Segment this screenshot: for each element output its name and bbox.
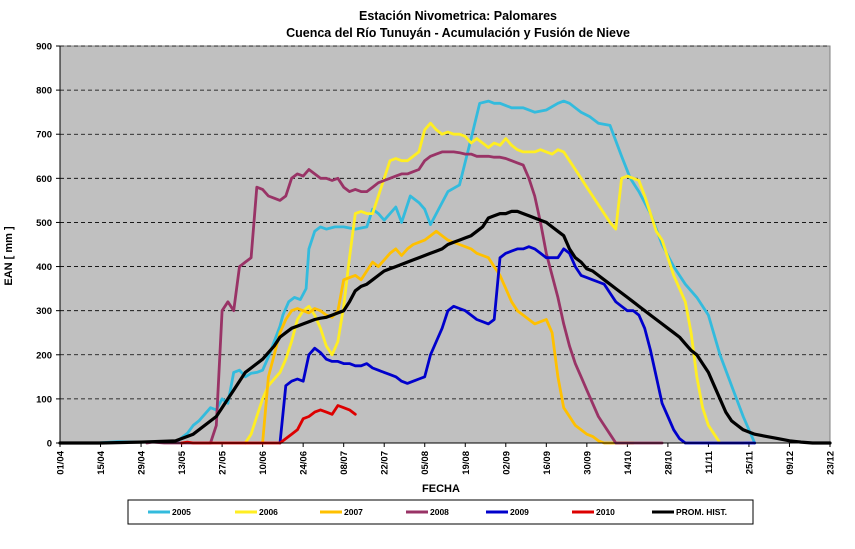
x-axis-label: FECHA <box>422 483 460 495</box>
x-tick-label: 24/06 <box>299 451 310 475</box>
x-tick-label: 13/05 <box>177 450 188 474</box>
x-tick-label: 25/11 <box>744 450 755 474</box>
y-tick-label: 400 <box>36 262 52 273</box>
x-tick-label: 19/08 <box>461 451 472 475</box>
y-tick-label: 200 <box>36 350 52 361</box>
y-tick-label: 700 <box>36 130 52 141</box>
x-axis-ticks: 01/04 15/04 29/04 13/05 27/05 10/06 24/06 08/07… <box>56 443 837 475</box>
x-tick-label: 10/06 <box>258 451 269 475</box>
series-line-2005 <box>96 99 757 445</box>
x-tick-label: 01/04 <box>56 450 67 474</box>
legend-label: 2010 <box>596 507 615 517</box>
x-tick-label: 11/11 <box>704 450 715 473</box>
legend-label: 2008 <box>430 507 449 517</box>
x-tick-label: 05/08 <box>420 451 431 475</box>
x-tick-label: 23/12 <box>826 451 837 475</box>
x-tick-label: 22/07 <box>380 451 391 475</box>
y-tick-label: 0 <box>47 439 52 450</box>
x-tick-label: 09/12 <box>785 451 796 475</box>
series-line-2009 <box>278 245 757 445</box>
y-tick-label: 900 <box>36 42 52 53</box>
legend-label: 2005 <box>172 507 191 517</box>
x-tick-label: 15/04 <box>96 450 107 474</box>
series-line-2007 <box>261 229 635 445</box>
plot-area <box>59 45 831 444</box>
legend-label: 2009 <box>510 507 529 517</box>
series-line-prom-hist <box>58 209 832 445</box>
x-tick-label: 08/07 <box>339 451 350 475</box>
x-tick-label: 16/09 <box>542 451 553 475</box>
x-tick-label: 27/05 <box>218 450 229 474</box>
series-line-2008 <box>145 150 664 445</box>
x-tick-label: 30/09 <box>582 451 593 475</box>
chart-title: Estación Nivometrica: Palomares <box>359 9 557 23</box>
chart-subtitle: Cuenca del Río Tunuyán - Acumulación y F… <box>286 26 630 40</box>
y-tick-label: 300 <box>36 306 52 317</box>
y-tick-label: 800 <box>36 86 52 97</box>
y-axis-ticks: 0 100 200 300 400 500 600 700 800 900 <box>36 42 60 450</box>
x-tick-label: 29/04 <box>137 450 148 474</box>
legend-label: 2007 <box>344 507 363 517</box>
series-line-2006 <box>243 121 745 445</box>
legend-label: PROM. HIST. <box>676 507 727 517</box>
y-tick-label: 500 <box>36 218 52 229</box>
y-axis-label: EAN [ mm ] <box>3 226 15 286</box>
legend: 2005 2006 2007 2008 2009 2010 PROM. HIST. <box>127 499 754 525</box>
y-tick-label: 600 <box>36 174 52 185</box>
x-tick-label: 02/09 <box>501 451 512 475</box>
legend-box <box>127 499 754 525</box>
legend-label: 2006 <box>259 507 278 517</box>
x-tick-label: 28/10 <box>663 451 674 475</box>
x-tick-label: 14/10 <box>623 451 634 475</box>
series-layer <box>58 99 832 445</box>
y-tick-label: 100 <box>36 394 52 405</box>
